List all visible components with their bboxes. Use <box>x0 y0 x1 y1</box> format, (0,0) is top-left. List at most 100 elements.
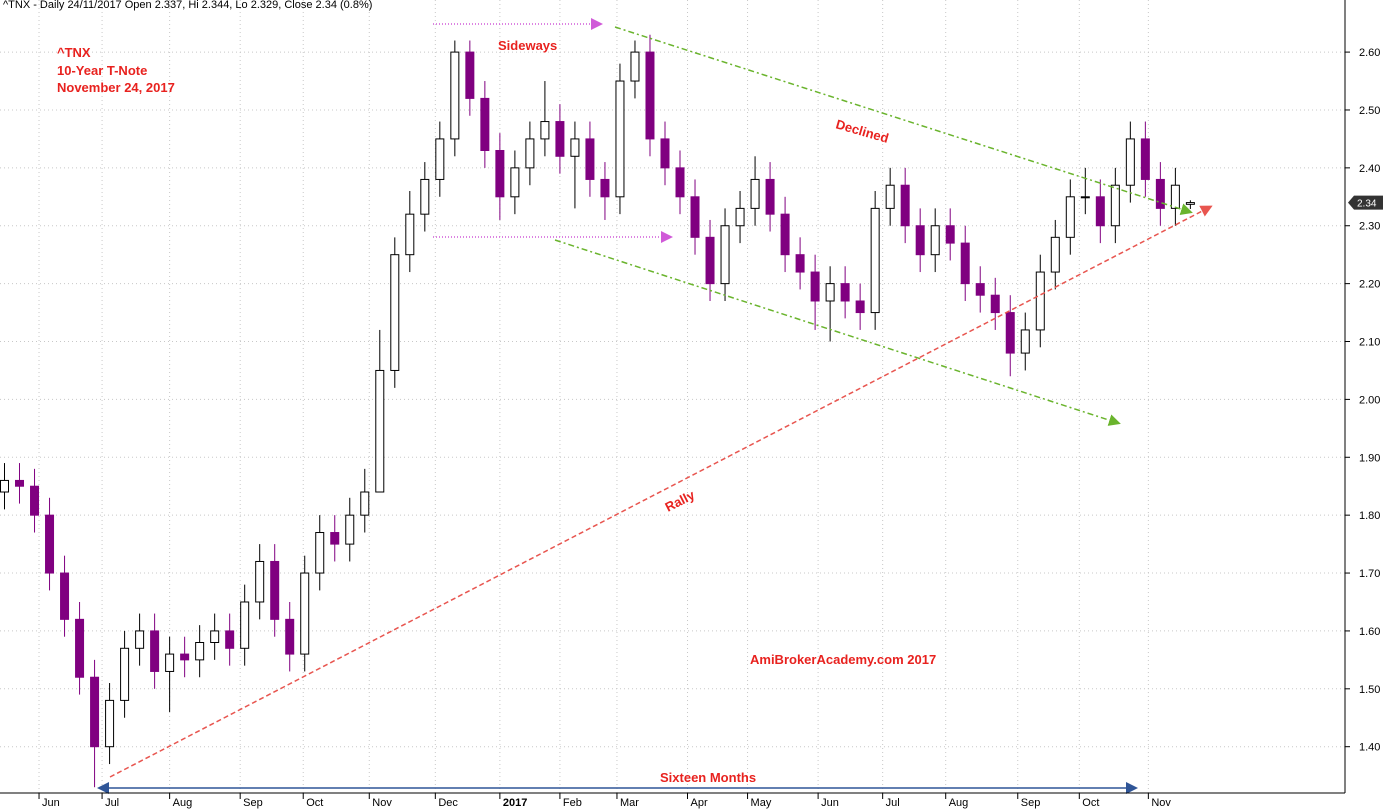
annotation: ^TNX <box>57 45 91 60</box>
candle-body <box>405 213 415 256</box>
candle-body <box>30 485 40 516</box>
candle-body <box>105 699 115 748</box>
candle-body <box>1080 196 1090 199</box>
candle-body <box>360 491 370 516</box>
x-tick-label: Nov <box>1151 797 1171 809</box>
candle-body <box>960 242 970 285</box>
x-tick-label: Feb <box>563 797 582 809</box>
candle-body <box>795 254 805 273</box>
x-tick-label: Jun <box>42 797 60 809</box>
y-tick-label: 1.60 <box>1359 626 1380 638</box>
candle-body <box>255 560 265 603</box>
candle-body <box>225 630 235 649</box>
annotation: November 24, 2017 <box>57 80 175 95</box>
candle-body <box>510 167 520 198</box>
y-tick-label: 2.20 <box>1359 279 1380 291</box>
candle-body <box>540 121 550 140</box>
x-tick-label: Apr <box>691 797 708 809</box>
candle-body <box>525 138 535 169</box>
candle-body <box>780 213 790 256</box>
candle-body <box>45 514 55 574</box>
candle-body <box>345 514 355 545</box>
candle-body <box>1185 202 1195 205</box>
candle-body <box>585 138 595 180</box>
candle-body <box>1005 312 1015 354</box>
candle-body <box>285 618 295 655</box>
candle-body <box>450 51 460 140</box>
y-tick-label: 2.60 <box>1359 47 1380 59</box>
y-tick-label: 1.80 <box>1359 510 1380 522</box>
candle-body <box>1110 184 1120 227</box>
candle-body <box>930 225 940 256</box>
x-tick-label: 2017 <box>503 797 527 809</box>
y-tick-label: 2.00 <box>1359 394 1380 406</box>
y-tick-label: 1.40 <box>1359 742 1380 754</box>
rally-line <box>109 205 1213 778</box>
x-tick-label: Aug <box>949 797 969 809</box>
x-tick-label: Nov <box>372 797 392 809</box>
candle-body <box>195 642 205 661</box>
y-tick-label: 1.90 <box>1359 452 1380 464</box>
candle-body <box>735 207 745 227</box>
candle-body <box>750 178 760 209</box>
candles <box>0 34 1195 788</box>
candle-body <box>825 283 835 302</box>
chart-title: ^TNX - Daily 24/11/2017 Open 2.337, Hi 2… <box>3 0 372 11</box>
annotation: 10-Year T-Note <box>57 63 147 78</box>
candle-body <box>60 572 70 620</box>
candle-body <box>165 653 175 672</box>
candle-body <box>810 271 820 302</box>
candle-body <box>885 184 895 209</box>
declined-upper-line <box>614 26 1193 215</box>
annotation: Declined <box>834 116 890 145</box>
candle-body <box>870 207 880 314</box>
annotation: Rally <box>663 487 698 515</box>
x-tick-label: Mar <box>620 797 639 809</box>
candle-body <box>600 178 610 198</box>
annotation: Sideways <box>498 38 557 53</box>
annotation: Sixteen Months <box>660 770 756 785</box>
x-tick-label: May <box>751 797 772 809</box>
candle-body <box>75 618 85 678</box>
candle-body <box>705 236 715 285</box>
candle-body <box>1020 329 1030 354</box>
candle-body <box>1050 236 1060 273</box>
candle-body <box>555 121 565 157</box>
candle-body <box>15 479 25 487</box>
annotation-lines <box>97 18 1213 794</box>
candle-body <box>615 80 625 198</box>
y-tick-label: 2.40 <box>1359 163 1380 175</box>
x-tick-label: Jul <box>886 797 900 809</box>
candle-body <box>1035 271 1045 331</box>
candle-body <box>120 647 130 701</box>
candle-body <box>630 51 640 82</box>
candle-body <box>315 532 325 574</box>
x-tick-label: Jun <box>821 797 839 809</box>
candle-body <box>180 653 190 661</box>
candle-body <box>390 254 400 371</box>
x-tick-label: Aug <box>173 797 193 809</box>
candle-body <box>330 532 340 545</box>
y-tick-label: 1.70 <box>1359 568 1380 580</box>
candle-body <box>915 225 925 256</box>
x-tick-label: Oct <box>1082 797 1099 809</box>
candle-body <box>1155 178 1165 209</box>
candle-body <box>1125 138 1135 186</box>
candle-body <box>720 225 730 285</box>
candle-body <box>135 630 145 649</box>
candle-body <box>1095 196 1105 227</box>
candle-body <box>90 676 100 748</box>
candle-body <box>570 138 580 157</box>
candle-body <box>840 283 850 302</box>
y-tick-label: 2.30 <box>1359 221 1380 233</box>
candle-body <box>240 601 250 649</box>
candle-body <box>990 294 1000 314</box>
declined-lower-line <box>554 239 1121 426</box>
candle-body <box>210 630 220 644</box>
candle-body <box>690 196 700 238</box>
y-tick-label: 1.50 <box>1359 684 1380 696</box>
candle-body <box>975 283 985 296</box>
candle-body <box>1065 196 1075 238</box>
candle-body <box>945 225 955 244</box>
